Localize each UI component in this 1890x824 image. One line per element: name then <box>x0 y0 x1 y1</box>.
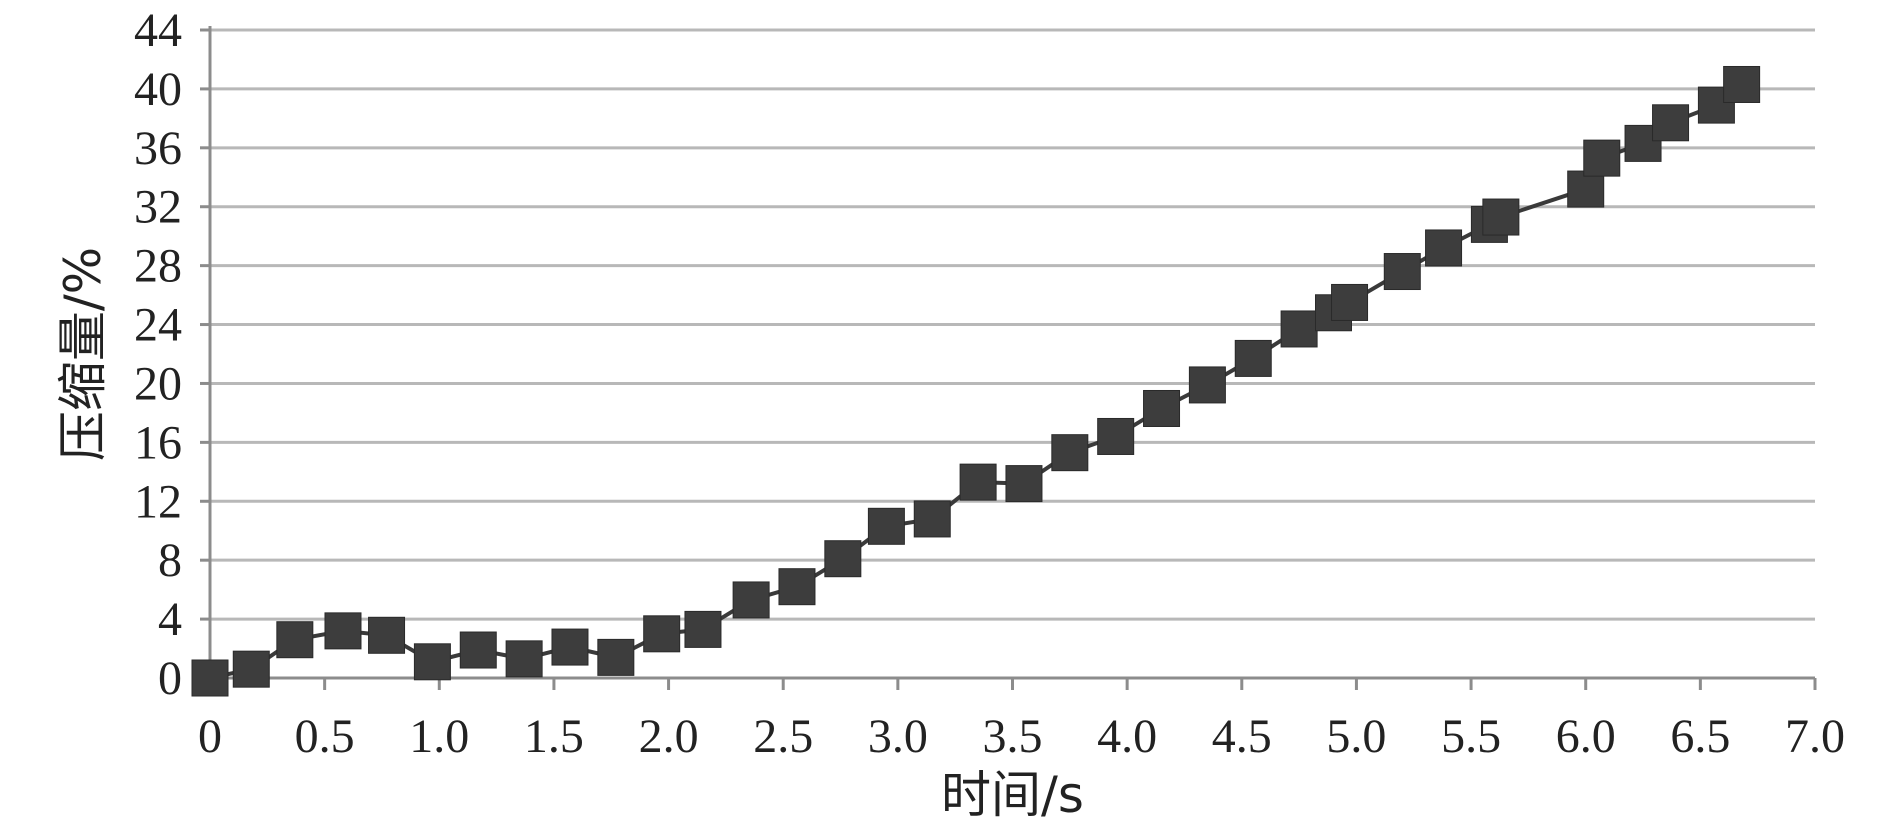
data-point-marker <box>867 507 905 545</box>
data-point-marker <box>959 463 997 501</box>
y-axis-title: 压缩量/% <box>54 247 112 461</box>
data-point-marker <box>551 628 589 666</box>
series-line <box>209 82 1743 680</box>
x-tick-label: 1.5 <box>524 710 584 763</box>
y-tick-label: 0 <box>158 652 182 705</box>
x-tick-label: 2.0 <box>639 710 699 763</box>
y-tick-label: 40 <box>134 63 182 116</box>
x-tick-label: 4.5 <box>1212 710 1272 763</box>
data-point-marker <box>1567 170 1605 208</box>
y-tick-label: 20 <box>134 357 182 410</box>
x-axis-title: 时间/s <box>941 766 1084 824</box>
series-markers <box>191 65 1761 697</box>
data-point-marker <box>1723 65 1761 103</box>
data-point-marker <box>824 540 862 578</box>
x-tick-label: 3.5 <box>983 710 1043 763</box>
y-tick-label: 44 <box>134 4 182 57</box>
data-point-marker <box>1652 104 1690 142</box>
axes <box>200 26 1817 690</box>
series-line-group <box>209 82 1743 680</box>
data-point-marker <box>1331 283 1369 321</box>
data-point-marker <box>1097 417 1135 455</box>
data-point-marker <box>913 500 951 538</box>
y-tick-label: 8 <box>158 534 182 587</box>
x-tick-label: 6.0 <box>1556 710 1616 763</box>
data-point-marker <box>1383 253 1421 291</box>
x-tick-label: 6.5 <box>1670 710 1730 763</box>
data-point-marker <box>1280 310 1318 348</box>
data-point-marker <box>1143 389 1181 427</box>
x-tick-label: 2.5 <box>753 710 813 763</box>
data-point-marker <box>1624 124 1662 162</box>
data-point-marker <box>191 659 229 697</box>
data-point-marker <box>324 612 362 650</box>
y-tick-label: 16 <box>134 416 182 469</box>
data-point-marker <box>778 568 816 606</box>
data-point-marker <box>1234 339 1272 377</box>
data-point-marker <box>1051 434 1089 472</box>
y-tick-label: 12 <box>134 475 182 528</box>
x-tick-label: 0.5 <box>295 710 355 763</box>
y-tick-label: 4 <box>158 593 182 646</box>
y-tick-label: 32 <box>134 181 182 234</box>
y-tick-label: 28 <box>134 240 182 293</box>
data-point-marker <box>368 616 406 654</box>
data-point-marker <box>1188 366 1226 404</box>
x-tick-label: 5.5 <box>1441 710 1501 763</box>
data-point-marker <box>459 631 497 669</box>
data-point-marker <box>505 640 543 678</box>
y-tick-label: 24 <box>134 299 182 352</box>
data-point-marker <box>1583 139 1621 177</box>
x-tick-label: 1.0 <box>409 710 469 763</box>
data-point-marker <box>597 638 635 676</box>
data-point-marker <box>1425 229 1463 267</box>
data-point-marker <box>276 621 314 659</box>
x-tick-label: 3.0 <box>868 710 928 763</box>
x-tick-label: 7.0 <box>1785 710 1845 763</box>
data-point-marker <box>1005 465 1043 503</box>
x-tick-label: 0 <box>198 710 222 763</box>
x-tick-label: 5.0 <box>1326 710 1386 763</box>
x-tick-label: 4.0 <box>1097 710 1157 763</box>
gridlines <box>210 28 1815 621</box>
data-point-marker <box>413 643 451 681</box>
data-point-marker <box>232 650 270 688</box>
data-point-marker <box>732 581 770 619</box>
data-point-marker <box>1482 198 1520 236</box>
data-point-marker <box>643 615 681 653</box>
y-tick-label: 36 <box>134 122 182 175</box>
data-point-marker <box>684 610 722 648</box>
